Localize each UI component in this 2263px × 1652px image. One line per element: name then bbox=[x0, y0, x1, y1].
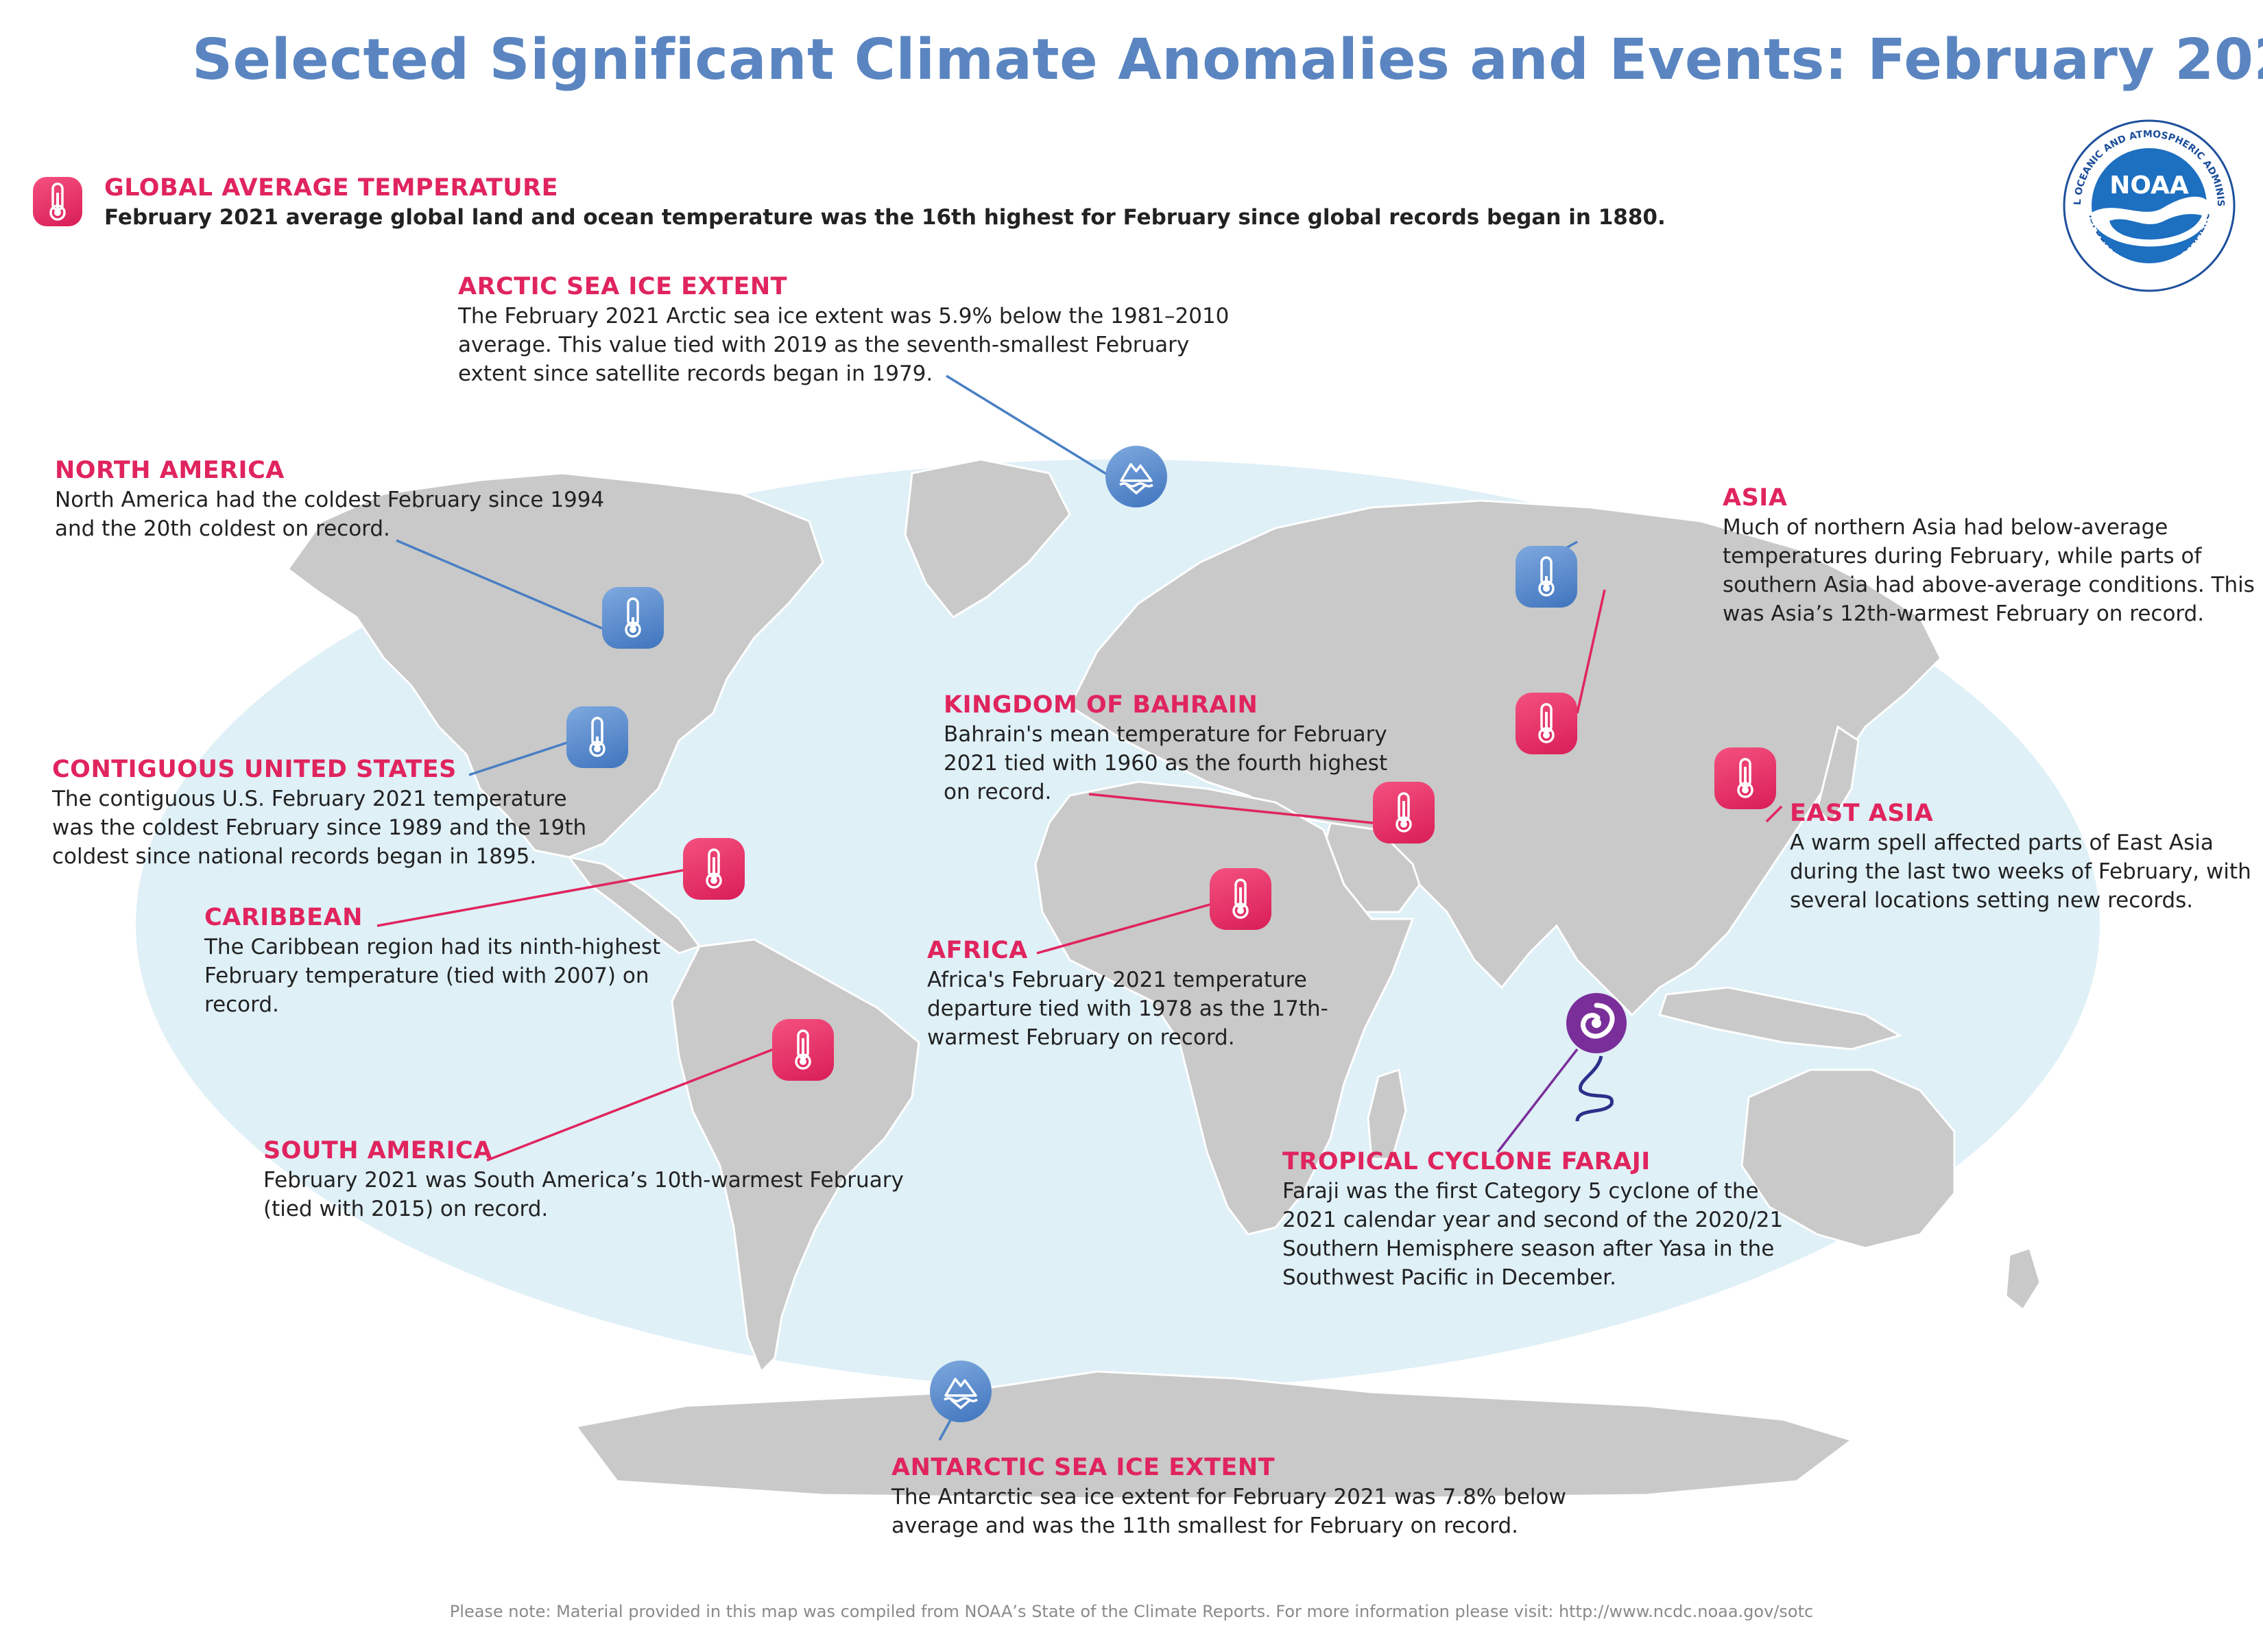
greenland-land bbox=[904, 458, 1071, 619]
southeast-asia-islands bbox=[1658, 986, 1902, 1051]
east-asia-thermometer-icon bbox=[1714, 747, 1776, 809]
north-america-callout: NORTH AMERICA North America had the cold… bbox=[55, 457, 645, 543]
global-heading: GLOBAL AVERAGE TEMPERATURE bbox=[104, 174, 559, 202]
logo-text: NOAA bbox=[2109, 171, 2189, 200]
south-america-thermometer-icon bbox=[772, 1019, 834, 1081]
arctic-heading: ARCTIC SEA ICE EXTENT bbox=[458, 273, 788, 300]
asia-heading: ASIA bbox=[1723, 484, 1788, 512]
faraji-leader-line bbox=[1496, 1048, 1579, 1153]
arctic-callout: ARCTIC SEA ICE EXTENT The February 2021 … bbox=[458, 273, 1247, 388]
east-asia-heading: EAST ASIA bbox=[1790, 800, 1934, 827]
central-america-land bbox=[566, 855, 702, 955]
asia-north-thermometer-icon bbox=[1516, 546, 1577, 608]
arctic-sea-ice-icon bbox=[1105, 446, 1167, 507]
africa-land bbox=[1034, 780, 1415, 1236]
north-america-leader-line bbox=[396, 539, 606, 631]
south-america-leader-line bbox=[486, 1048, 774, 1162]
land-masses bbox=[286, 458, 2042, 1500]
footer-note: Please note: Material provided in this m… bbox=[449, 1602, 1814, 1621]
east-asia-leader-line bbox=[1765, 805, 1783, 823]
asia-text: Much of northern Asia had below-average … bbox=[1723, 515, 2255, 626]
africa-leader-line bbox=[1036, 902, 1213, 955]
asia-callout: ASIA Much of northern Asia had below-ave… bbox=[1723, 484, 2258, 628]
contiguous-us-callout: CONTIGUOUS UNITED STATES The contiguous … bbox=[52, 756, 601, 871]
east-asia-callout: EAST ASIA A warm spell affected parts of… bbox=[1790, 800, 2256, 915]
noaa-logo: NATIONAL OCEANIC AND ATMOSPHERIC ADMINIS… bbox=[2061, 118, 2236, 292]
asia-south-thermometer-icon bbox=[1516, 693, 1577, 754]
contiguous-us-heading: CONTIGUOUS UNITED STATES bbox=[52, 756, 457, 783]
africa-heading: AFRICA bbox=[927, 937, 1028, 964]
east-asia-text: A warm spell affected parts of East Asia… bbox=[1790, 830, 2251, 913]
north-america-heading: NORTH AMERICA bbox=[55, 457, 285, 484]
faraji-callout: TROPICAL CYCLONE FARAJI Faraji was the f… bbox=[1282, 1148, 1817, 1292]
caribbean-callout: CARIBBEAN The Caribbean region had its n… bbox=[204, 904, 698, 1019]
madagascar-land bbox=[1367, 1068, 1407, 1160]
africa-callout: AFRICA Africa's February 2021 temperatur… bbox=[927, 937, 1366, 1052]
bahrain-callout: KINGDOM OF BAHRAIN Bahrain's mean temper… bbox=[944, 691, 1396, 806]
global-average-callout: GLOBAL AVERAGE TEMPERATURE February 2021… bbox=[104, 174, 1666, 232]
antarctic-callout: ANTARCTIC SEA ICE EXTENT The Antarctic s… bbox=[891, 1454, 1577, 1540]
caribbean-heading: CARIBBEAN bbox=[204, 904, 363, 931]
antarctic-sea-ice-icon bbox=[930, 1361, 992, 1422]
south-america-heading: SOUTH AMERICA bbox=[263, 1137, 492, 1164]
contiguous-us-leader-line bbox=[468, 741, 570, 776]
arctic-leader-line bbox=[946, 374, 1110, 477]
global-thermometer-icon bbox=[33, 177, 82, 226]
north-america-land bbox=[286, 472, 824, 859]
new-zealand-land bbox=[2004, 1247, 2042, 1312]
africa-text: Africa's February 2021 temperature depar… bbox=[927, 968, 1328, 1050]
cyclone-track bbox=[1575, 1055, 1614, 1122]
north-america-text: North America had the coldest February s… bbox=[55, 488, 605, 541]
south-america-text: February 2021 was South America’s 10th-w… bbox=[263, 1168, 904, 1221]
africa-thermometer-icon bbox=[1210, 868, 1271, 930]
bahrain-text: Bahrain's mean temperature for February … bbox=[944, 722, 1388, 804]
cyclone-icon bbox=[1566, 993, 1627, 1053]
australia-land bbox=[1740, 1068, 1956, 1249]
bahrain-heading: KINGDOM OF BAHRAIN bbox=[944, 691, 1258, 719]
caribbean-leader-line bbox=[376, 868, 688, 927]
bahrain-thermometer-icon bbox=[1373, 782, 1435, 843]
north-america-thermometer-icon bbox=[602, 587, 664, 649]
global-text: February 2021 average global land and oc… bbox=[104, 205, 1666, 230]
contiguous-us-thermometer-icon bbox=[566, 706, 628, 768]
faraji-text: Faraji was the first Category 5 cyclone … bbox=[1282, 1179, 1784, 1290]
faraji-heading: TROPICAL CYCLONE FARAJI bbox=[1282, 1148, 1651, 1175]
antarctic-text: The Antarctic sea ice extent for Februar… bbox=[891, 1485, 1566, 1538]
contiguous-us-text: The contiguous U.S. February 2021 temper… bbox=[52, 787, 587, 869]
bahrain-leader-line bbox=[1088, 793, 1374, 824]
south-america-callout: SOUTH AMERICA February 2021 was South Am… bbox=[263, 1137, 922, 1223]
arctic-text: The February 2021 Arctic sea ice extent … bbox=[458, 304, 1230, 386]
asia-south-leader-line bbox=[1576, 589, 1606, 714]
south-america-land bbox=[671, 938, 920, 1374]
caribbean-text: The Caribbean region had its ninth-highe… bbox=[204, 935, 661, 1017]
page-title: Selected Significant Climate Anomalies a… bbox=[192, 27, 2263, 93]
antarctic-heading: ANTARCTIC SEA ICE EXTENT bbox=[891, 1454, 1276, 1481]
japan-land bbox=[1816, 725, 1860, 825]
caribbean-thermometer-icon bbox=[683, 838, 745, 900]
